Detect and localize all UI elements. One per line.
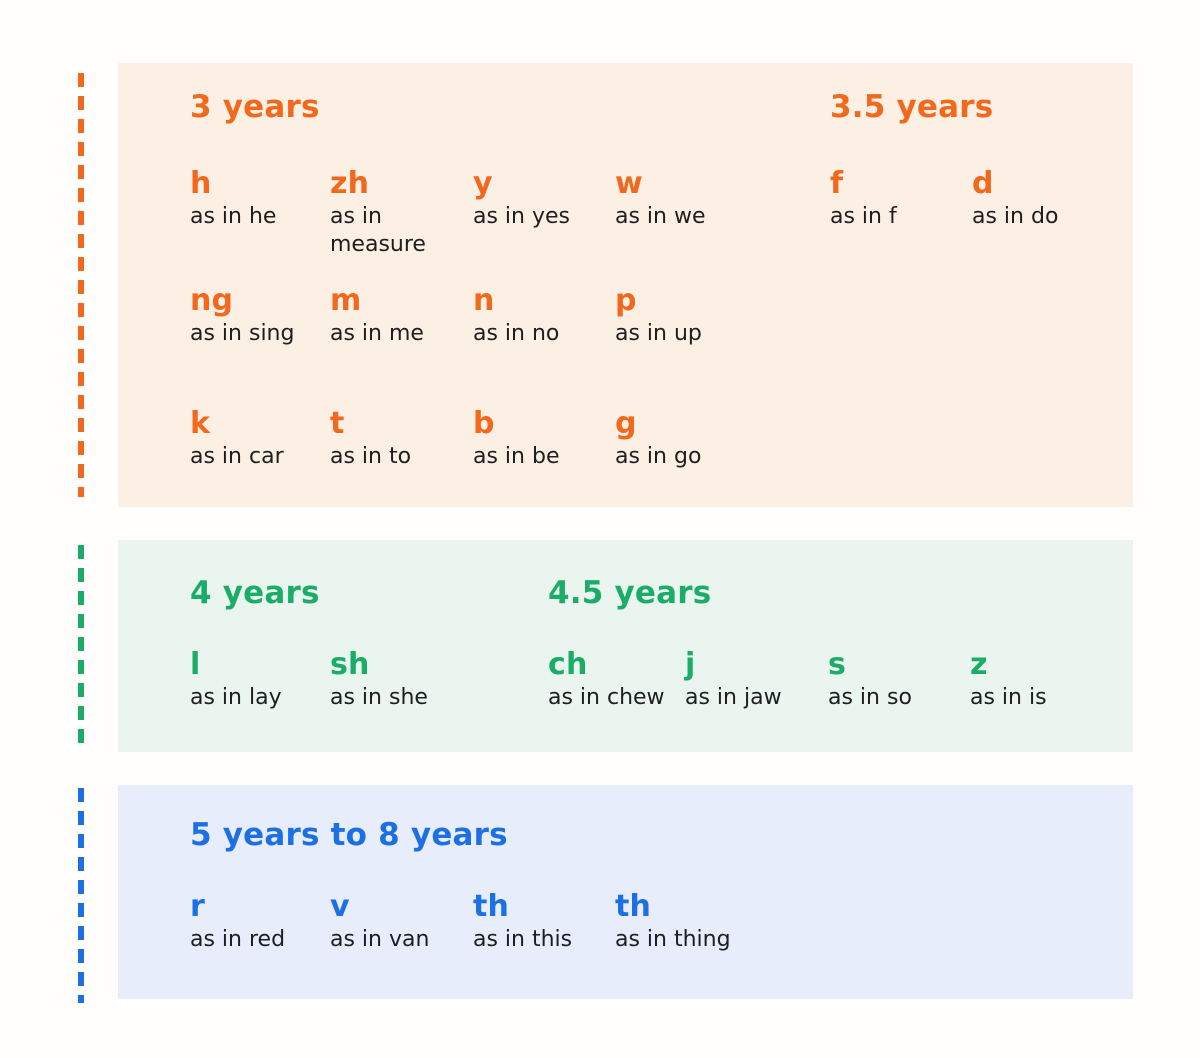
phoneme-example: as in so (828, 685, 912, 710)
phoneme-letter: sh (330, 647, 370, 682)
phoneme-letter: ng (190, 283, 234, 318)
phoneme-card: ng as in sing (190, 284, 326, 348)
phoneme-example: as in car (190, 444, 284, 469)
phoneme-letter: zh (330, 166, 370, 201)
age-panel-5-to-8-years: 5 years to 8 years r as in red v as in v… (118, 785, 1133, 999)
phoneme-card: r as in red (190, 890, 326, 954)
phoneme-card: b as in be (473, 407, 609, 471)
age-heading-5-to-8-years: 5 years to 8 years (190, 817, 508, 853)
phoneme-card: zh as in measure (330, 167, 466, 259)
timeline-rail-orange (78, 73, 84, 497)
phoneme-example: as in yes (473, 204, 571, 229)
phoneme-card: z as in is (970, 648, 1106, 712)
phoneme-card: n as in no (473, 284, 609, 348)
phoneme-example: as in measure (330, 204, 426, 257)
phoneme-letter: r (190, 889, 205, 924)
phoneme-card: l as in lay (190, 648, 326, 712)
phoneme-letter: w (615, 166, 643, 201)
phoneme-example: as in he (190, 204, 277, 229)
phoneme-card: v as in van (330, 890, 466, 954)
phoneme-letter: f (830, 166, 844, 201)
phoneme-example: as in red (190, 927, 286, 952)
phoneme-card: th as in thing (615, 890, 751, 954)
phoneme-card: m as in me (330, 284, 466, 348)
phoneme-letter: g (615, 406, 637, 441)
phoneme-card: s as in so (828, 648, 964, 712)
phoneme-letter: y (473, 166, 493, 201)
phoneme-example: as in f (830, 204, 897, 229)
phoneme-card: ch as in chew (548, 648, 684, 712)
phoneme-example: as in van (330, 927, 430, 952)
phoneme-letter: m (330, 283, 362, 318)
age-heading-4-years: 4 years (190, 575, 320, 611)
phoneme-example: as in me (330, 321, 424, 346)
phoneme-example: as in lay (190, 685, 282, 710)
phoneme-example: as in do (972, 204, 1059, 229)
phoneme-card: sh as in she (330, 648, 466, 712)
phoneme-example: as in up (615, 321, 702, 346)
phoneme-card: d as in do (972, 167, 1108, 231)
phoneme-example: as in she (330, 685, 428, 710)
phoneme-example: as in no (473, 321, 560, 346)
phoneme-letter: n (473, 283, 495, 318)
phoneme-card: w as in we (615, 167, 751, 231)
phoneme-example: as in go (615, 444, 702, 469)
phoneme-example: as in we (615, 204, 706, 229)
phoneme-letter: t (330, 406, 345, 441)
phoneme-example: as in jaw (685, 685, 782, 710)
phoneme-example: as in to (330, 444, 412, 469)
phoneme-card: th as in this (473, 890, 609, 954)
phoneme-letter: v (330, 889, 350, 924)
phoneme-letter: th (615, 889, 652, 924)
phoneme-example: as in be (473, 444, 560, 469)
age-heading-3-5-years: 3.5 years (830, 89, 994, 125)
phoneme-card: t as in to (330, 407, 466, 471)
phoneme-example: as in thing (615, 927, 731, 952)
phoneme-card: j as in jaw (685, 648, 821, 712)
phoneme-letter: p (615, 283, 637, 318)
phoneme-card: k as in car (190, 407, 326, 471)
age-panel-4-years: 4 years 4.5 years l as in lay sh as in s… (118, 540, 1133, 752)
phoneme-letter: d (972, 166, 994, 201)
phoneme-card: p as in up (615, 284, 751, 348)
phoneme-letter: h (190, 166, 212, 201)
phoneme-letter: th (473, 889, 510, 924)
phoneme-letter: k (190, 406, 211, 441)
phoneme-letter: j (685, 647, 696, 682)
age-heading-3-years: 3 years (190, 89, 320, 125)
phoneme-card: h as in he (190, 167, 326, 231)
phoneme-letter: s (828, 647, 847, 682)
age-panel-3-years: 3 years 3.5 years h as in he zh as in me… (118, 63, 1133, 507)
phoneme-card: f as in f (830, 167, 966, 231)
phoneme-example: as in this (473, 927, 573, 952)
phoneme-letter: l (190, 647, 201, 682)
phoneme-example: as in is (970, 685, 1047, 710)
age-heading-4-5-years: 4.5 years (548, 575, 712, 611)
phoneme-example: as in sing (190, 321, 295, 346)
phoneme-example: as in chew (548, 685, 665, 710)
phoneme-letter: b (473, 406, 495, 441)
phoneme-letter: z (970, 647, 988, 682)
phoneme-letter: ch (548, 647, 588, 682)
phoneme-card: y as in yes (473, 167, 609, 231)
timeline-rail-green (78, 545, 84, 747)
timeline-rail-blue (78, 788, 84, 1003)
phoneme-card: g as in go (615, 407, 751, 471)
